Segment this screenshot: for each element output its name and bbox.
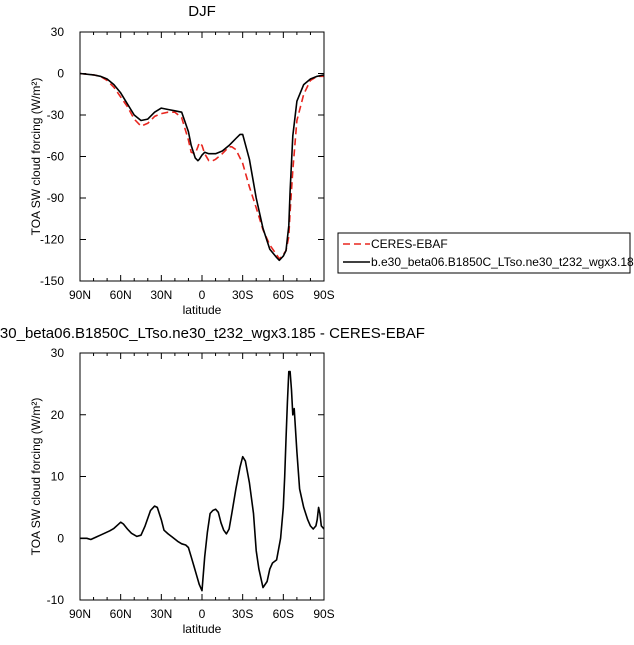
x-tick-label: 60S <box>273 288 294 302</box>
legend: CERES-EBAF b.e30_beta06.B1850C_LTso.ne30_… <box>337 232 634 274</box>
y-tick-label: -150 <box>40 274 64 288</box>
legend-label: b.e30_beta06.B1850C_LTso.ne30_t232_wgx3.… <box>371 255 634 269</box>
x-tick-label: 30S <box>232 288 253 302</box>
x-tick-label: 0 <box>199 288 206 302</box>
x-tick-label: 30N <box>150 607 172 621</box>
x-tick-label: 90S <box>313 288 334 302</box>
y-tick-label: -90 <box>47 191 65 205</box>
series-line-1 <box>80 370 325 592</box>
y-tick-label: 30 <box>51 346 65 360</box>
x-tick-label: 90N <box>69 288 91 302</box>
y-tick-label: -10 <box>47 593 65 607</box>
x-axis-label: latitude <box>183 622 222 636</box>
chart-panel-1: DJF 90N 60N 30N 0 30S 60S 90S 30 0 -30 -60 -90 -120 -1… <box>29 3 634 317</box>
x-tick-label: 60N <box>110 607 132 621</box>
x-tick-label: 0 <box>199 607 206 621</box>
y-tick-label: -120 <box>40 233 64 247</box>
series-line-2 <box>79 72 325 262</box>
y-tick-label: 30 <box>51 25 65 39</box>
x-axis-label: latitude <box>183 303 222 317</box>
y-tick-label: 20 <box>51 408 65 422</box>
y-tick-label: 10 <box>51 470 65 484</box>
x-tick-label: 60N <box>110 288 132 302</box>
y-tick-label: 0 <box>57 67 64 81</box>
chart-title: b.e30_beta06.B1850C_LTso.ne30_t232_wgx3.… <box>0 325 425 342</box>
chart-panel-2: b.e30_beta06.B1850C_LTso.ne30_t232_wgx3.… <box>0 325 425 636</box>
x-tick-label: 60S <box>273 607 294 621</box>
y-tick-label: 0 <box>57 531 64 545</box>
legend-label: CERES-EBAF <box>371 237 448 251</box>
x-tick-label: 90S <box>313 607 334 621</box>
x-tick-label: 90N <box>69 607 91 621</box>
y-axis-label: TOA SW cloud forcing (W/m²) <box>29 78 43 236</box>
legend-box <box>337 232 631 274</box>
chart-title: DJF <box>188 3 216 20</box>
x-tick-label: 30S <box>232 607 253 621</box>
y-tick-label: -60 <box>47 150 65 164</box>
y-tick-label: -30 <box>47 108 65 122</box>
x-tick-label: 30N <box>150 288 172 302</box>
y-axis-label: TOA SW cloud forcing (W/m²) <box>29 398 43 556</box>
